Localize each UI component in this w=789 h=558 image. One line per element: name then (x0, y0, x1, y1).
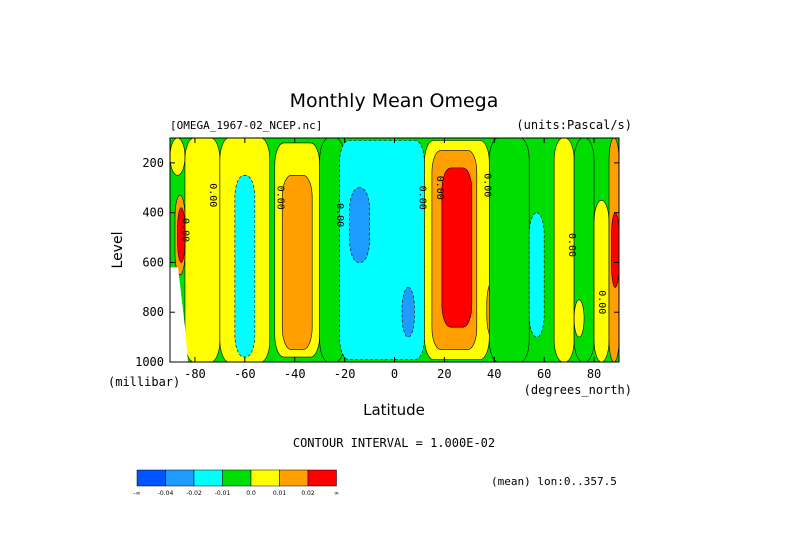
colorbar-label: ∞ (334, 490, 339, 497)
contour-label: 0.00 (207, 183, 218, 207)
colorbar: -∞ -0.04 -0.02 -0.01 0.0 0.01 0.02 ∞ (133, 469, 339, 497)
colorbar-swatch (193, 469, 223, 487)
colorbar-swatch (136, 469, 166, 487)
y-tick-label: 1000 (135, 355, 164, 369)
contour-region (611, 212, 620, 288)
y-axis: 200 400 600 800 1000 (135, 156, 619, 369)
colorbar-swatch (279, 469, 309, 487)
chart-title: Monthly Mean Omega (290, 90, 499, 112)
contour-label: 0.00 (434, 176, 445, 200)
x-tick-label: -80 (184, 367, 206, 381)
x-tick-label: 0 (391, 367, 398, 381)
contour-interval-label: CONTOUR INTERVAL = 1.000E-02 (293, 436, 495, 450)
x-tick-label: -40 (284, 367, 306, 381)
colorbar-label: 0.0 (246, 490, 256, 497)
colorbar-label: -0.04 (158, 490, 174, 497)
units-label: (units:Pascal/s) (516, 118, 632, 132)
x-tick-label: -60 (234, 367, 256, 381)
colorbar-label: 0.02 (301, 490, 315, 497)
x-tick-label: 40 (487, 367, 501, 381)
colorbar-label: 0.01 (273, 490, 287, 497)
contour-label-layer: 0.00 0.00 0.00 0.00 0.00 0.00 0.00 0.00 0.00 (179, 173, 607, 314)
contour-label: 0.00 (566, 233, 577, 257)
contour-label: 0.00 (481, 173, 492, 197)
contour-region (169, 137, 186, 176)
y-tick-label: 800 (142, 305, 164, 319)
x-tick-label: -20 (334, 367, 356, 381)
contour-label: 0.00 (596, 290, 607, 314)
x-axis: -80 -60 -40 -20 0 20 40 60 80 (184, 138, 601, 381)
y-tick-label: 200 (142, 156, 164, 170)
y-axis-label: Level (110, 232, 126, 269)
y-tick-label: 400 (142, 206, 164, 220)
contour-region (441, 167, 473, 328)
contour-label: 0.00 (334, 203, 345, 227)
contour-region (528, 212, 545, 338)
contour-label: 0.00 (274, 186, 285, 210)
x-tick-label: 80 (587, 367, 601, 381)
y-unit-label: (millibar) (108, 375, 180, 389)
contour-region (184, 137, 221, 363)
x-unit-label: (degrees_north) (524, 383, 632, 397)
contour-region (177, 207, 186, 263)
contour-label: 0.00 (416, 186, 427, 210)
colorbar-swatch (307, 469, 337, 487)
missing-data-area (170, 267, 188, 362)
x-axis-label: Latitude (363, 401, 425, 419)
mean-label: (mean) lon:0..357.5 (491, 475, 617, 488)
contour-fill-layer (169, 137, 620, 363)
colorbar-swatch (165, 469, 195, 487)
contour-region (401, 287, 415, 338)
contour-region (349, 187, 370, 263)
contour-region (573, 299, 585, 338)
dataset-label: [OMEGA_1967-02_NCEP.nc] (170, 119, 322, 132)
colorbar-swatch (222, 469, 252, 487)
contour-region (234, 175, 256, 358)
y-tick-label: 600 (142, 255, 164, 269)
contour-region (593, 199, 610, 363)
colorbar-label: -∞ (133, 490, 140, 497)
x-tick-label: 20 (437, 367, 451, 381)
colorbar-swatch (250, 469, 280, 487)
contour-label: 0.00 (179, 218, 190, 242)
contour-region (281, 175, 313, 350)
contour-region (488, 137, 530, 363)
colorbar-label: -0.02 (186, 490, 202, 497)
x-tick-label: 60 (537, 367, 551, 381)
colorbar-label: -0.01 (215, 490, 231, 497)
